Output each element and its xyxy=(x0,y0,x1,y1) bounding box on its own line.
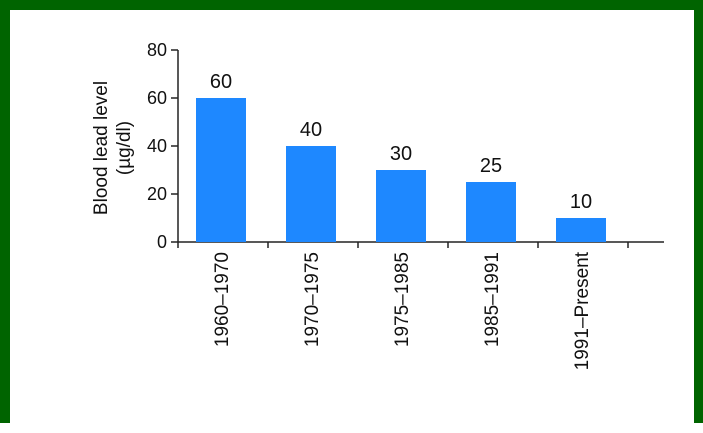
chart-frame: 60 40 30 25 10 0 20 40 60 80 1960–1970 1970–1975 19… xyxy=(0,0,703,423)
y-tick-label: 0 xyxy=(157,232,167,252)
data-label: 60 xyxy=(210,71,232,93)
tick-labels: 0 20 40 60 80 1960–1970 1970–1975 1975–1985 1985… xyxy=(147,40,593,370)
data-label: 40 xyxy=(300,119,322,141)
y-tick-label: 80 xyxy=(147,40,167,60)
x-tick-label: 1991–Present xyxy=(572,251,593,370)
y-tick-label: 60 xyxy=(147,88,167,108)
bars xyxy=(196,98,606,242)
y-axis-label-line1: Blood lead level xyxy=(91,81,112,215)
x-tick-label: 1975–1985 xyxy=(392,252,413,347)
y-tick-label: 40 xyxy=(147,136,167,156)
bar-chart: 60 40 30 25 10 0 20 40 60 80 1960–1970 1970–1975 19… xyxy=(91,40,664,370)
y-tick-label: 20 xyxy=(147,184,167,204)
y-axis-label-line2: (µg/dl) xyxy=(114,121,135,175)
data-labels: 60 40 30 25 10 xyxy=(210,71,592,213)
data-label: 25 xyxy=(480,155,502,177)
x-tick-label: 1985–1991 xyxy=(482,252,503,347)
bar xyxy=(466,182,516,242)
bar xyxy=(196,98,246,242)
bar xyxy=(286,146,336,242)
x-tick-label: 1970–1975 xyxy=(302,252,323,347)
data-label: 30 xyxy=(390,143,412,165)
data-label: 10 xyxy=(570,191,592,213)
bar xyxy=(376,170,426,242)
bar xyxy=(556,218,606,242)
x-tick-label: 1960–1970 xyxy=(212,252,233,347)
